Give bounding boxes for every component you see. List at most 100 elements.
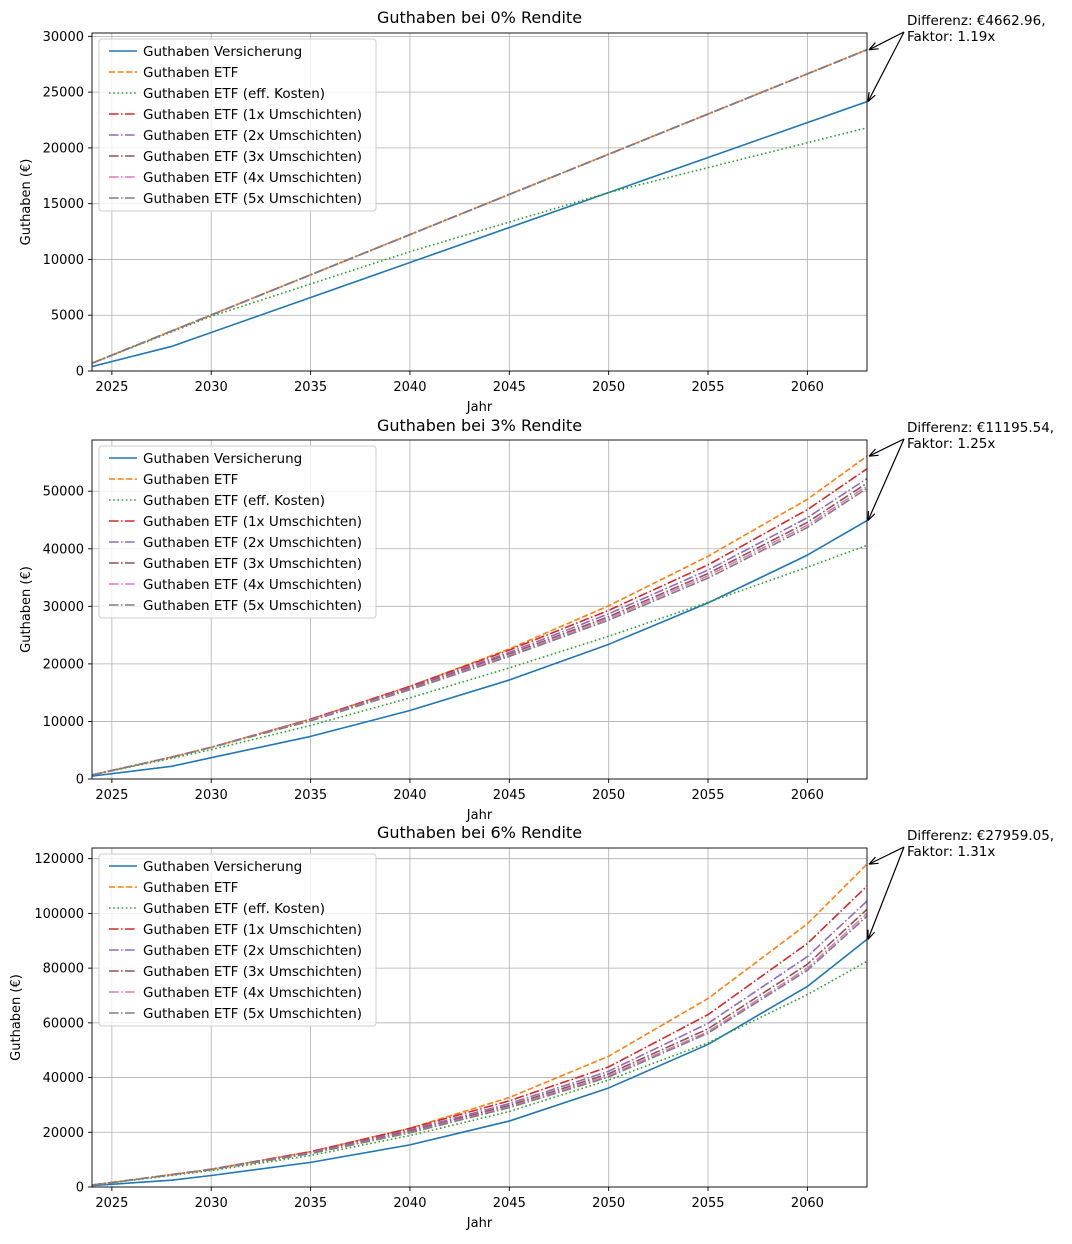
y-tick-label: 30000 (43, 30, 84, 45)
legend-label: Guthaben ETF (1x Umschichten) (143, 922, 362, 938)
x-tick-label: 2040 (393, 788, 426, 803)
y-tick-label: 120000 (34, 852, 84, 867)
legend-label: Guthaben ETF (eff. Kosten) (143, 86, 325, 102)
y-tick-label: 10000 (43, 253, 84, 268)
x-tick-label: 2055 (691, 1196, 724, 1211)
y-tick-label: 10000 (43, 715, 84, 730)
legend-box (98, 445, 377, 619)
x-tick-label: 2035 (294, 788, 327, 803)
x-tick-label: 2035 (294, 1196, 327, 1211)
series-line-3 (92, 127, 867, 364)
x-tick-label: 2050 (592, 788, 625, 803)
legend-label: Guthaben ETF (3x Umschichten) (143, 556, 362, 572)
annotation-line-2: Faktor: 1.19x (907, 29, 995, 45)
x-axis-label: Jahr (466, 400, 493, 415)
axes-frame (91, 439, 868, 780)
chart-title: Guthaben bei 0% Rendite (377, 8, 582, 27)
series-group (92, 48, 867, 368)
annotation-arrow-lower (867, 846, 905, 940)
x-tick-label: 2040 (393, 380, 426, 395)
series-line-1 (92, 519, 867, 777)
y-tick-label: 20000 (43, 657, 84, 672)
x-tick-label: 2045 (493, 1196, 526, 1211)
annotation-arrow-upper-head (868, 42, 879, 51)
legend-label: Guthaben ETF (1x Umschichten) (143, 514, 362, 530)
y-axis-label: Guthaben (€) (19, 159, 34, 246)
x-axis-label: Jahr (466, 808, 493, 823)
x-tick-label: 2045 (493, 380, 526, 395)
legend-label: Guthaben ETF (eff. Kosten) (143, 901, 325, 917)
legend-label: Guthaben ETF (4x Umschichten) (143, 577, 362, 593)
annotation-arrow-lower (867, 31, 905, 102)
x-tick-label: 2055 (691, 380, 724, 395)
series-line-1 (92, 100, 867, 368)
annotation: Differenz: €27959.05,Faktor: 1.31x (867, 828, 1054, 940)
x-axis-label: Jahr (466, 1216, 493, 1231)
legend-label: Guthaben ETF (4x Umschichten) (143, 170, 362, 186)
x-tick-label: 2035 (294, 380, 327, 395)
annotation-line-2: Faktor: 1.31x (907, 844, 995, 860)
x-tick-label: 2060 (791, 788, 824, 803)
legend-label: Guthaben ETF (4x Umschichten) (143, 985, 362, 1001)
series-line-1 (92, 938, 867, 1187)
annotation-line-2: Faktor: 1.25x (907, 436, 995, 452)
legend: Guthaben Versicherung Guthaben ETF Guthabe… (98, 38, 377, 212)
x-tick-label: 2055 (691, 788, 724, 803)
y-tick-label: 100000 (34, 907, 84, 922)
annotation-arrow-lower-head (867, 91, 876, 103)
series-group (92, 863, 867, 1187)
y-tick-label: 40000 (43, 1071, 84, 1086)
annotation-line-1: Differenz: €4662.96, (907, 13, 1046, 29)
subplot-2: 2025 2030 2035 2040 2045 2050 2055 2060 0 10000 20… (19, 416, 1054, 823)
x-tick-label: 2050 (592, 1196, 625, 1211)
series-line-3 (92, 544, 867, 776)
legend-label: Guthaben ETF (143, 472, 238, 488)
axes-frame (91, 32, 868, 372)
y-tick-label: 25000 (43, 86, 84, 101)
legend-label: Guthaben ETF (2x Umschichten) (143, 535, 362, 551)
annotation-arrow-upper (868, 846, 905, 865)
legend-label: Guthaben ETF (5x Umschichten) (143, 598, 362, 614)
legend-label: Guthaben Versicherung (143, 44, 302, 60)
x-tick-label: 2030 (195, 788, 228, 803)
y-tick-label: 20000 (43, 141, 84, 156)
series-line-8 (92, 48, 867, 364)
x-tick-label: 2060 (791, 1196, 824, 1211)
annotation: Differenz: €11195.54,Faktor: 1.25x (867, 420, 1054, 522)
subplot-3: 2025 2030 2035 2040 2045 2050 2055 2060 0 20000 40… (9, 823, 1054, 1231)
x-tick-label: 2025 (95, 788, 128, 803)
series-line-2 (92, 455, 867, 776)
series-group (92, 455, 867, 777)
legend-label: Guthaben ETF (3x Umschichten) (143, 149, 362, 165)
x-tick-label: 2030 (195, 380, 228, 395)
annotation-arrow-upper-head (868, 856, 879, 865)
y-tick-label: 80000 (43, 962, 84, 977)
legend-label: Guthaben ETF (3x Umschichten) (143, 964, 362, 980)
annotation-arrow-upper-head (868, 448, 879, 457)
legend: Guthaben Versicherung Guthaben ETF Guthabe… (98, 853, 377, 1027)
y-tick-label: 0 (76, 1181, 84, 1196)
chart-title: Guthaben bei 3% Rendite (377, 416, 582, 435)
x-tick-label: 2045 (493, 788, 526, 803)
y-axis-label: Guthaben (€) (19, 566, 34, 653)
legend-label: Guthaben ETF (2x Umschichten) (143, 128, 362, 144)
series-line-8 (92, 915, 867, 1186)
y-tick-label: 50000 (43, 485, 84, 500)
x-tick-label: 2025 (95, 380, 128, 395)
annotation-arrow-lower (867, 438, 905, 521)
x-tick-label: 2025 (95, 1196, 128, 1211)
x-tick-label: 2060 (791, 380, 824, 395)
y-tick-label: 0 (76, 773, 84, 788)
y-tick-label: 5000 (51, 309, 84, 324)
chart-title: Guthaben bei 6% Rendite (377, 823, 582, 842)
y-axis-label: Guthaben (€) (9, 974, 24, 1061)
legend: Guthaben Versicherung Guthaben ETF Guthabe… (98, 445, 377, 619)
annotation-arrow-lower-head (867, 510, 876, 522)
annotation-arrow-lower-head (867, 929, 875, 940)
legend-label: Guthaben ETF (143, 880, 238, 896)
y-tick-label: 20000 (43, 1126, 84, 1141)
legend-label: Guthaben ETF (2x Umschichten) (143, 943, 362, 959)
y-tick-label: 60000 (43, 1016, 84, 1031)
